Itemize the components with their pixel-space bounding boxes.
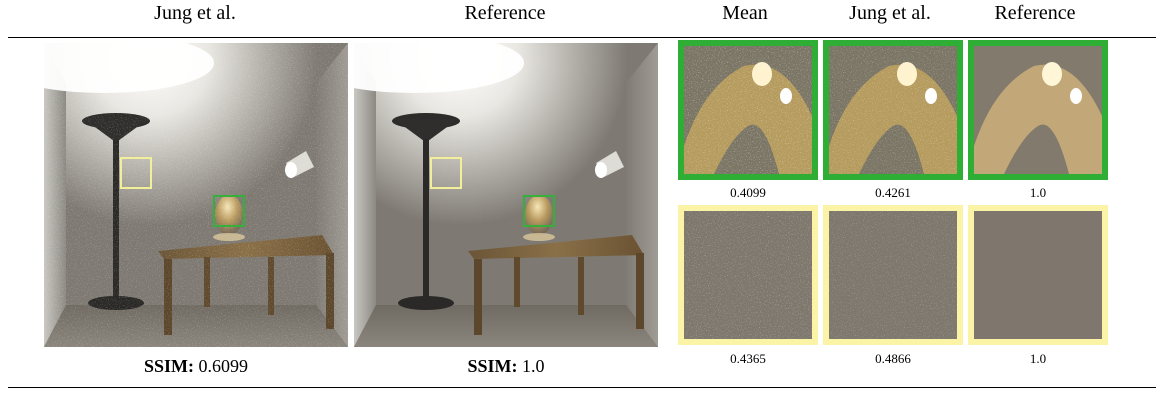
green-region-marker — [213, 195, 245, 227]
ssim-label: SSIM: — [143, 356, 194, 376]
scene-jung-svg — [44, 43, 348, 347]
crop-green-reference — [968, 40, 1108, 180]
score-green-reference: 1.0 — [1029, 185, 1047, 200]
crop-yellow-jung — [823, 205, 963, 345]
ssim-caption-jung: SSIM: 0.6099 — [126, 356, 266, 377]
yellow-region-marker — [120, 157, 152, 189]
ssim-caption-reference: SSIM: 1.0 — [436, 356, 576, 377]
score-yellow-mean: 0.4365 — [730, 351, 766, 366]
bottom-rule — [8, 387, 1156, 388]
scene-reference-svg — [354, 43, 658, 347]
green-region-marker-ref — [523, 195, 555, 227]
ssim-value: 0.6099 — [198, 356, 249, 376]
ssim-value: 1.0 — [522, 356, 545, 376]
crop-yellow-mean — [678, 205, 818, 345]
header-mean: Mean — [722, 2, 768, 24]
header-reference-right: Reference — [994, 2, 1076, 24]
score-green-jung: 0.4261 — [875, 185, 911, 200]
yellow-region-marker-ref — [430, 157, 462, 189]
score-yellow-reference: 1.0 — [1029, 351, 1047, 366]
crop-yellow-reference — [968, 205, 1108, 345]
ssim-label: SSIM: — [467, 356, 518, 376]
header-reference-left: Reference — [464, 2, 546, 24]
header-jung-left: Jung et al. — [154, 2, 236, 24]
score-yellow-jung: 0.4866 — [875, 351, 911, 366]
crop-green-mean — [678, 40, 818, 180]
score-green-mean: 0.4099 — [730, 185, 766, 200]
scene-jung-image — [44, 43, 348, 347]
top-rule — [8, 37, 1156, 38]
header-jung-right: Jung et al. — [849, 2, 931, 24]
scene-reference-image — [354, 43, 658, 347]
crop-green-jung — [823, 40, 963, 180]
